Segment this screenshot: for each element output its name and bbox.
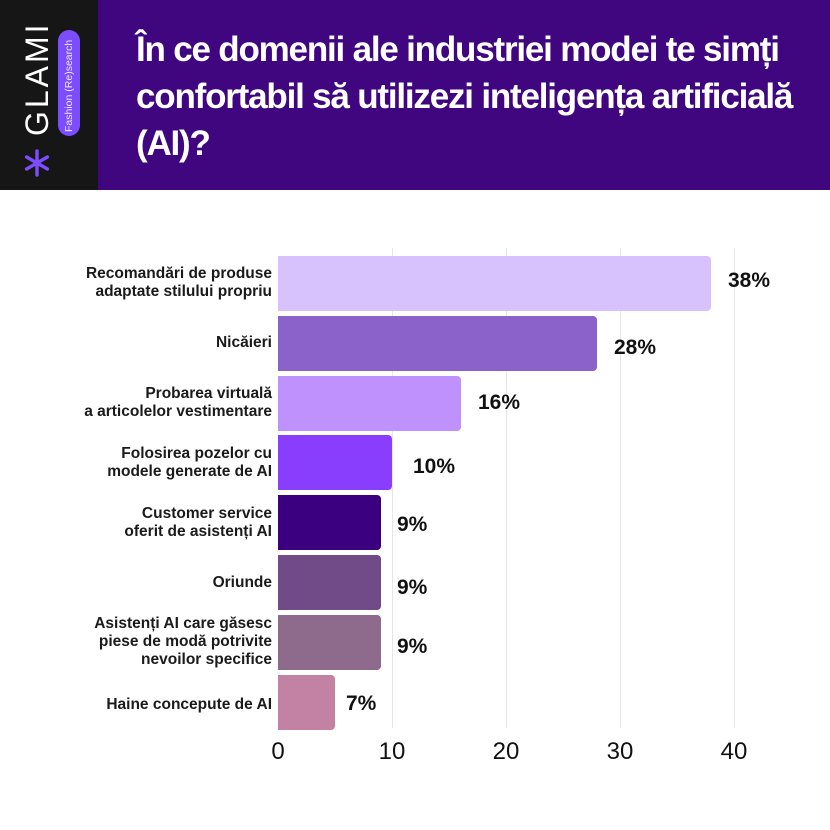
x-tick: 20 [492, 738, 520, 765]
value-label: 38% [728, 269, 771, 292]
bar-customer-service [278, 495, 381, 550]
bar-poze-modele-ai [278, 435, 392, 490]
value-label: 9% [397, 513, 428, 536]
brand-panel: Fashion (Re)search GLAMI [0, 0, 98, 190]
value-label: 28% [614, 336, 657, 359]
gridline-20 [506, 248, 507, 728]
category-label: Customer service oferit de asistenți AI [124, 505, 272, 540]
value-label: 9% [397, 635, 428, 658]
asterisk-icon [24, 149, 50, 177]
x-tick: 30 [606, 738, 634, 765]
bar-probarea-virtuala [278, 376, 461, 431]
brand-logo-text: GLAMI [19, 21, 55, 136]
category-label: Oriunde [212, 574, 272, 591]
category-label: Probarea virtuală a articolelor vestiment… [84, 385, 272, 420]
brand-tagline: Fashion (Re)search [63, 39, 75, 132]
bar-oriunde [278, 555, 381, 610]
bar-haine-ai [278, 675, 335, 730]
page-title: În ce domenii ale industriei modei te si… [136, 30, 793, 163]
gridline-40 [734, 248, 735, 728]
bar-chart: Recomandări de produse adaptate stilului … [0, 190, 830, 830]
gridline-30 [620, 248, 621, 728]
category-label: Nicăieri [215, 334, 272, 351]
header-banner: Fashion (Re)search GLAMI În ce domenii a… [0, 0, 830, 190]
category-label: Asistenți AI care găsesc piese de modă po… [94, 615, 272, 668]
value-label: 16% [478, 391, 521, 414]
category-label: Folosirea pozelor cu modele generate de A… [107, 445, 272, 480]
x-tick: 0 [271, 738, 285, 765]
category-label: Haine concepute de AI [106, 696, 272, 713]
bar-asistenti-ai [278, 615, 381, 670]
bar-nicaieri [278, 316, 597, 371]
tagline-pill [58, 30, 80, 136]
value-label: 9% [397, 576, 428, 599]
gridline-10 [392, 248, 393, 728]
x-tick: 10 [378, 738, 406, 765]
category-label: Recomandări de produse adaptate stilului … [85, 265, 272, 300]
bar-recomandari [278, 256, 711, 311]
value-label: 7% [346, 692, 377, 715]
value-label: 10% [413, 455, 456, 478]
x-tick: 40 [720, 738, 748, 765]
